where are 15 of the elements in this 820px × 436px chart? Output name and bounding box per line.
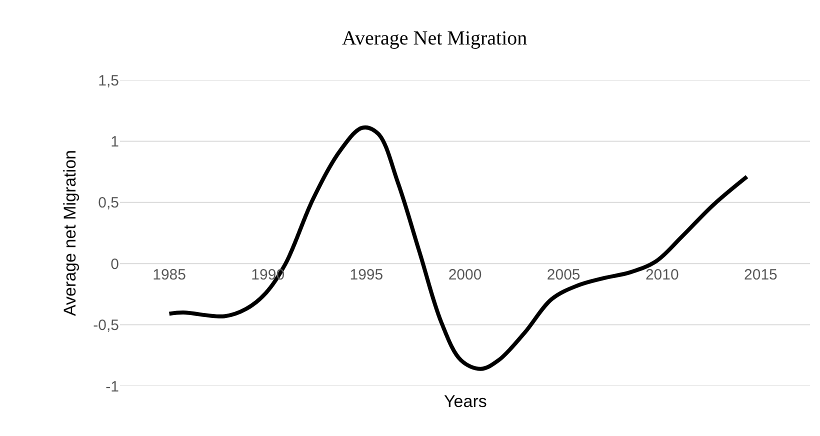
y-axis-title: Average net Migration (60, 150, 80, 316)
y-tick-label: 0 (110, 256, 119, 273)
y-tick-label: 0,5 (98, 194, 119, 212)
chart-title: Average Net Migration (342, 28, 528, 50)
y-tick-label: -1 (106, 378, 119, 396)
y-tick-label: 1,5 (98, 72, 119, 90)
x-tick-label: 2010 (645, 266, 679, 284)
y-tick-label: 1 (110, 133, 119, 150)
x-tick-label: 1985 (152, 266, 186, 284)
x-tick-label: 2015 (744, 266, 778, 284)
y-tick-label: -0,5 (93, 317, 119, 334)
x-tick-label: 1995 (350, 266, 384, 284)
x-tick-label: 2005 (546, 266, 580, 284)
x-tick-label: 2000 (448, 266, 482, 284)
x-axis-title: Years (444, 392, 487, 411)
